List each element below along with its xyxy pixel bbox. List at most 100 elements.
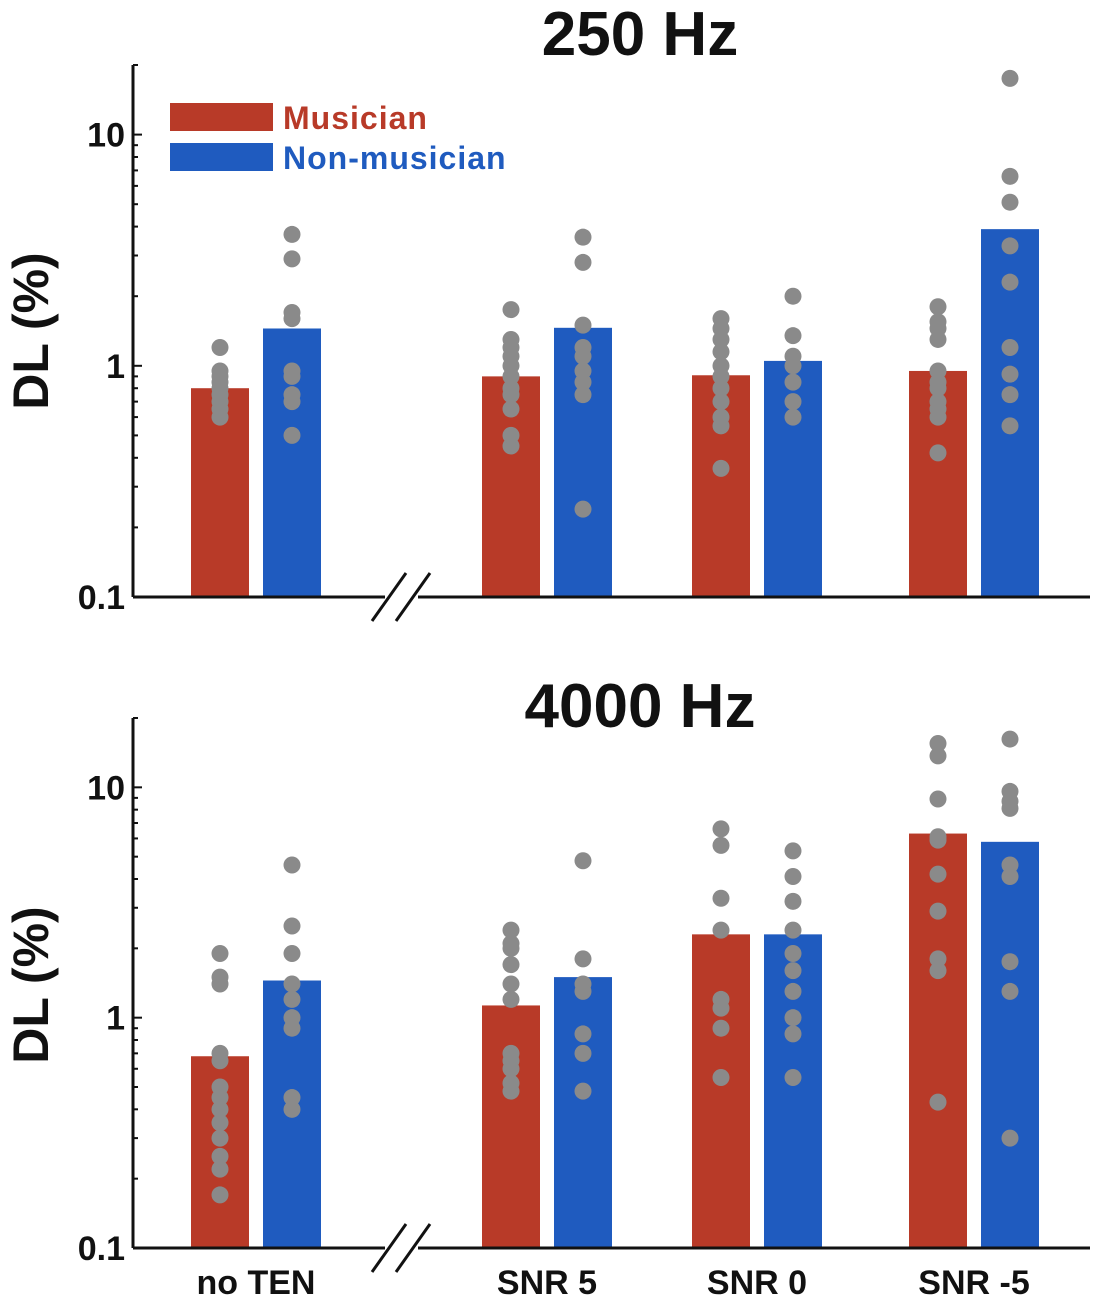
data-point: [283, 225, 301, 243]
bar-non-musician-snr-5: [554, 977, 612, 1248]
data-point: [784, 892, 802, 910]
data-point: [1001, 167, 1019, 185]
bar-musician-snr-0: [692, 934, 750, 1248]
data-point: [712, 310, 730, 328]
data-point: [211, 1129, 229, 1147]
bar-musician-snr-5: [482, 1005, 540, 1248]
data-point: [502, 1074, 520, 1092]
data-point: [784, 921, 802, 939]
panel-250hz: 250 Hz DL (%) 0.1 1 10 Musician Non-musician: [3, 0, 1090, 622]
bar-musician-snr-5: [909, 833, 967, 1248]
data-point: [211, 338, 229, 356]
y-tick-label: 1: [106, 1000, 125, 1038]
data-point: [211, 362, 229, 380]
legend-swatch-non-musician: [170, 143, 273, 171]
data-point: [712, 379, 730, 397]
data-point: [712, 990, 730, 1008]
data-point: [211, 1100, 229, 1118]
data-point: [283, 426, 301, 444]
data-point: [283, 1089, 301, 1107]
data-point: [574, 975, 592, 993]
data-point: [712, 1068, 730, 1086]
data-point: [929, 393, 947, 411]
data-point: [784, 327, 802, 345]
legend-label-musician: Musician: [283, 100, 428, 136]
data-point: [929, 828, 947, 846]
data-point: [283, 250, 301, 268]
data-point: [784, 287, 802, 305]
bar-non-musician-snr-5: [981, 841, 1039, 1248]
data-point: [574, 852, 592, 870]
y-tick-label: 0.1: [78, 1230, 125, 1268]
data-point: [712, 889, 730, 907]
data-point: [574, 228, 592, 246]
data-point: [502, 1044, 520, 1062]
data-point: [784, 982, 802, 1000]
data-point: [283, 944, 301, 962]
chart-title: 250 Hz: [542, 0, 738, 69]
data-point: [211, 1044, 229, 1062]
data-point: [929, 950, 947, 968]
x-tick-label: SNR -5: [918, 1264, 1029, 1300]
data-point: [1001, 69, 1019, 87]
data-point: [1001, 1129, 1019, 1147]
y-tick-label: 1: [106, 348, 125, 386]
bar-non-musician-snr-0: [764, 934, 822, 1248]
x-tick-label: SNR 0: [707, 1264, 807, 1300]
y-tick-label: 10: [87, 117, 125, 155]
data-point: [712, 459, 730, 477]
data-point: [574, 316, 592, 334]
data-point: [712, 343, 730, 361]
data-point: [211, 968, 229, 986]
data-point: [1001, 417, 1019, 435]
data-point: [929, 362, 947, 380]
data-point: [929, 1093, 947, 1111]
data-point: [211, 1186, 229, 1204]
data-point: [712, 408, 730, 426]
data-point: [574, 386, 592, 404]
data-point: [283, 386, 301, 404]
data-point: [712, 1019, 730, 1037]
data-point: [712, 836, 730, 854]
data-point: [1001, 193, 1019, 211]
data-point: [502, 426, 520, 444]
data-point: [784, 393, 802, 411]
data-point: [283, 362, 301, 380]
data-point: [1001, 782, 1019, 800]
data-point: [283, 990, 301, 1008]
data-point: [929, 298, 947, 316]
data-point: [784, 347, 802, 365]
data-point: [502, 379, 520, 397]
data-point: [502, 301, 520, 319]
data-point: [784, 373, 802, 391]
data-point: [283, 975, 301, 993]
data-point: [574, 362, 592, 380]
axis-break-mark: [370, 572, 408, 622]
data-point: [574, 1025, 592, 1043]
data-point: [1001, 856, 1019, 874]
axis-break-mark: [394, 572, 432, 622]
legend-swatch-musician: [170, 103, 273, 131]
data-point: [211, 1160, 229, 1178]
data-point: [283, 1009, 301, 1027]
data-point: [784, 1009, 802, 1027]
chart-title: 4000 Hz: [525, 672, 756, 741]
data-point: [929, 865, 947, 883]
data-point: [784, 962, 802, 980]
data-point: [502, 921, 520, 939]
axis-break-mark: [370, 1223, 408, 1273]
data-point: [574, 950, 592, 968]
data-point: [929, 734, 947, 752]
data-point: [1001, 982, 1019, 1000]
data-point: [283, 304, 301, 322]
data-point: [211, 944, 229, 962]
data-point: [211, 1147, 229, 1165]
y-tick-label: 0.1: [78, 579, 125, 617]
data-point: [929, 747, 947, 765]
data-point: [502, 934, 520, 952]
axis-break-mark: [394, 1223, 432, 1273]
data-point: [211, 1078, 229, 1096]
data-point: [283, 917, 301, 935]
data-point: [574, 500, 592, 518]
data-point: [712, 393, 730, 411]
